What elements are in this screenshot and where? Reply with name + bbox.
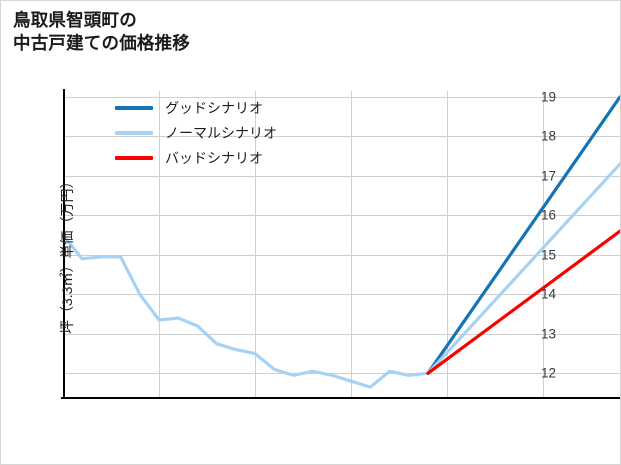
gridline-vertical: [447, 91, 449, 397]
legend-color-swatch: [115, 105, 153, 110]
y-tick-label: 19: [540, 89, 556, 105]
y-axis-spine: [63, 89, 65, 398]
legend-item[interactable]: バッドシナリオ: [115, 145, 277, 170]
gridline-vertical: [255, 91, 257, 397]
legend-item[interactable]: ノーマルシナリオ: [115, 120, 277, 145]
gridline-horizontal: [63, 254, 620, 256]
legend-color-swatch: [115, 155, 153, 160]
gridline-horizontal: [63, 333, 620, 335]
y-tick-label: 16: [540, 207, 556, 223]
y-tick-label: 14: [540, 286, 556, 302]
x-axis-spine: [61, 397, 620, 399]
gridline-horizontal: [63, 175, 620, 177]
series-line: [426, 229, 620, 375]
legend-label: バッドシナリオ: [165, 149, 263, 166]
gridline-horizontal: [63, 215, 620, 217]
y-tick-label: 18: [540, 128, 556, 144]
gridline-horizontal: [63, 136, 620, 138]
series-line: [61, 233, 430, 389]
chart-legend: グッドシナリオ ノーマルシナリオ バッドシナリオ: [111, 93, 281, 172]
legend-color-swatch: [115, 130, 153, 135]
series-line: [426, 162, 620, 375]
gridline-horizontal: [63, 294, 620, 296]
y-tick-label: 15: [540, 247, 556, 263]
legend-label: グッドシナリオ: [165, 99, 263, 116]
gridline-horizontal: [63, 373, 620, 375]
y-tick-label: 13: [540, 326, 556, 342]
y-tick-label: 12: [540, 365, 556, 381]
series-line: [426, 95, 620, 375]
plot-background: [63, 91, 620, 397]
gridline-vertical: [159, 91, 161, 397]
y-axis-title: 坪（3.3㎡）単価（万円）: [59, 174, 75, 334]
gridline-horizontal: [63, 96, 620, 98]
y-tick-label: 17: [540, 168, 556, 184]
legend-item[interactable]: グッドシナリオ: [115, 95, 277, 120]
gridline-vertical: [543, 91, 545, 397]
gridline-vertical: [351, 91, 353, 397]
data-lines: [61, 95, 620, 389]
legend-label: ノーマルシナリオ: [165, 124, 277, 141]
page-title: 鳥取県智頭町の 中古戸建ての価格推移: [13, 10, 190, 54]
